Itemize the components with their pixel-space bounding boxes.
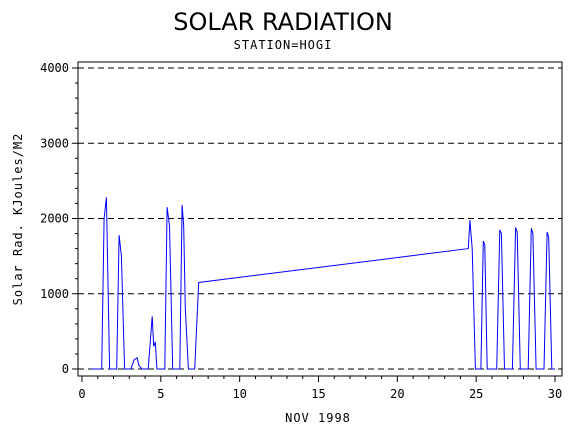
y-tick-label: 4000: [40, 61, 69, 75]
y-tick-label: 2000: [40, 212, 69, 226]
y-tick-label: 3000: [40, 136, 69, 150]
y-axis: 0 1000 2000 3000 4000: [40, 61, 78, 376]
y-axis-label: Solar Rad. KJoules/M2: [11, 133, 25, 306]
chart-title: SOLAR RADIATION: [173, 8, 393, 36]
x-tick-label: 20: [390, 387, 404, 401]
x-axis: 0 5 10 15 20 25 30: [78, 376, 562, 401]
chart-subtitle: STATION=HOGI: [234, 38, 333, 52]
x-tick-label: 15: [311, 387, 325, 401]
x-tick-label: 0: [78, 387, 85, 401]
series-layer: [91, 197, 555, 370]
x-tick-label: 25: [469, 387, 483, 401]
x-tick-label: 5: [157, 387, 164, 401]
gridlines: [78, 67, 562, 370]
x-tick-label: 10: [232, 387, 246, 401]
y-tick-label: 0: [62, 362, 69, 376]
x-tick-label: 30: [548, 387, 562, 401]
series-line-0: [91, 197, 555, 370]
y-tick-label: 1000: [40, 287, 69, 301]
x-axis-label: NOV 1998: [285, 411, 351, 425]
